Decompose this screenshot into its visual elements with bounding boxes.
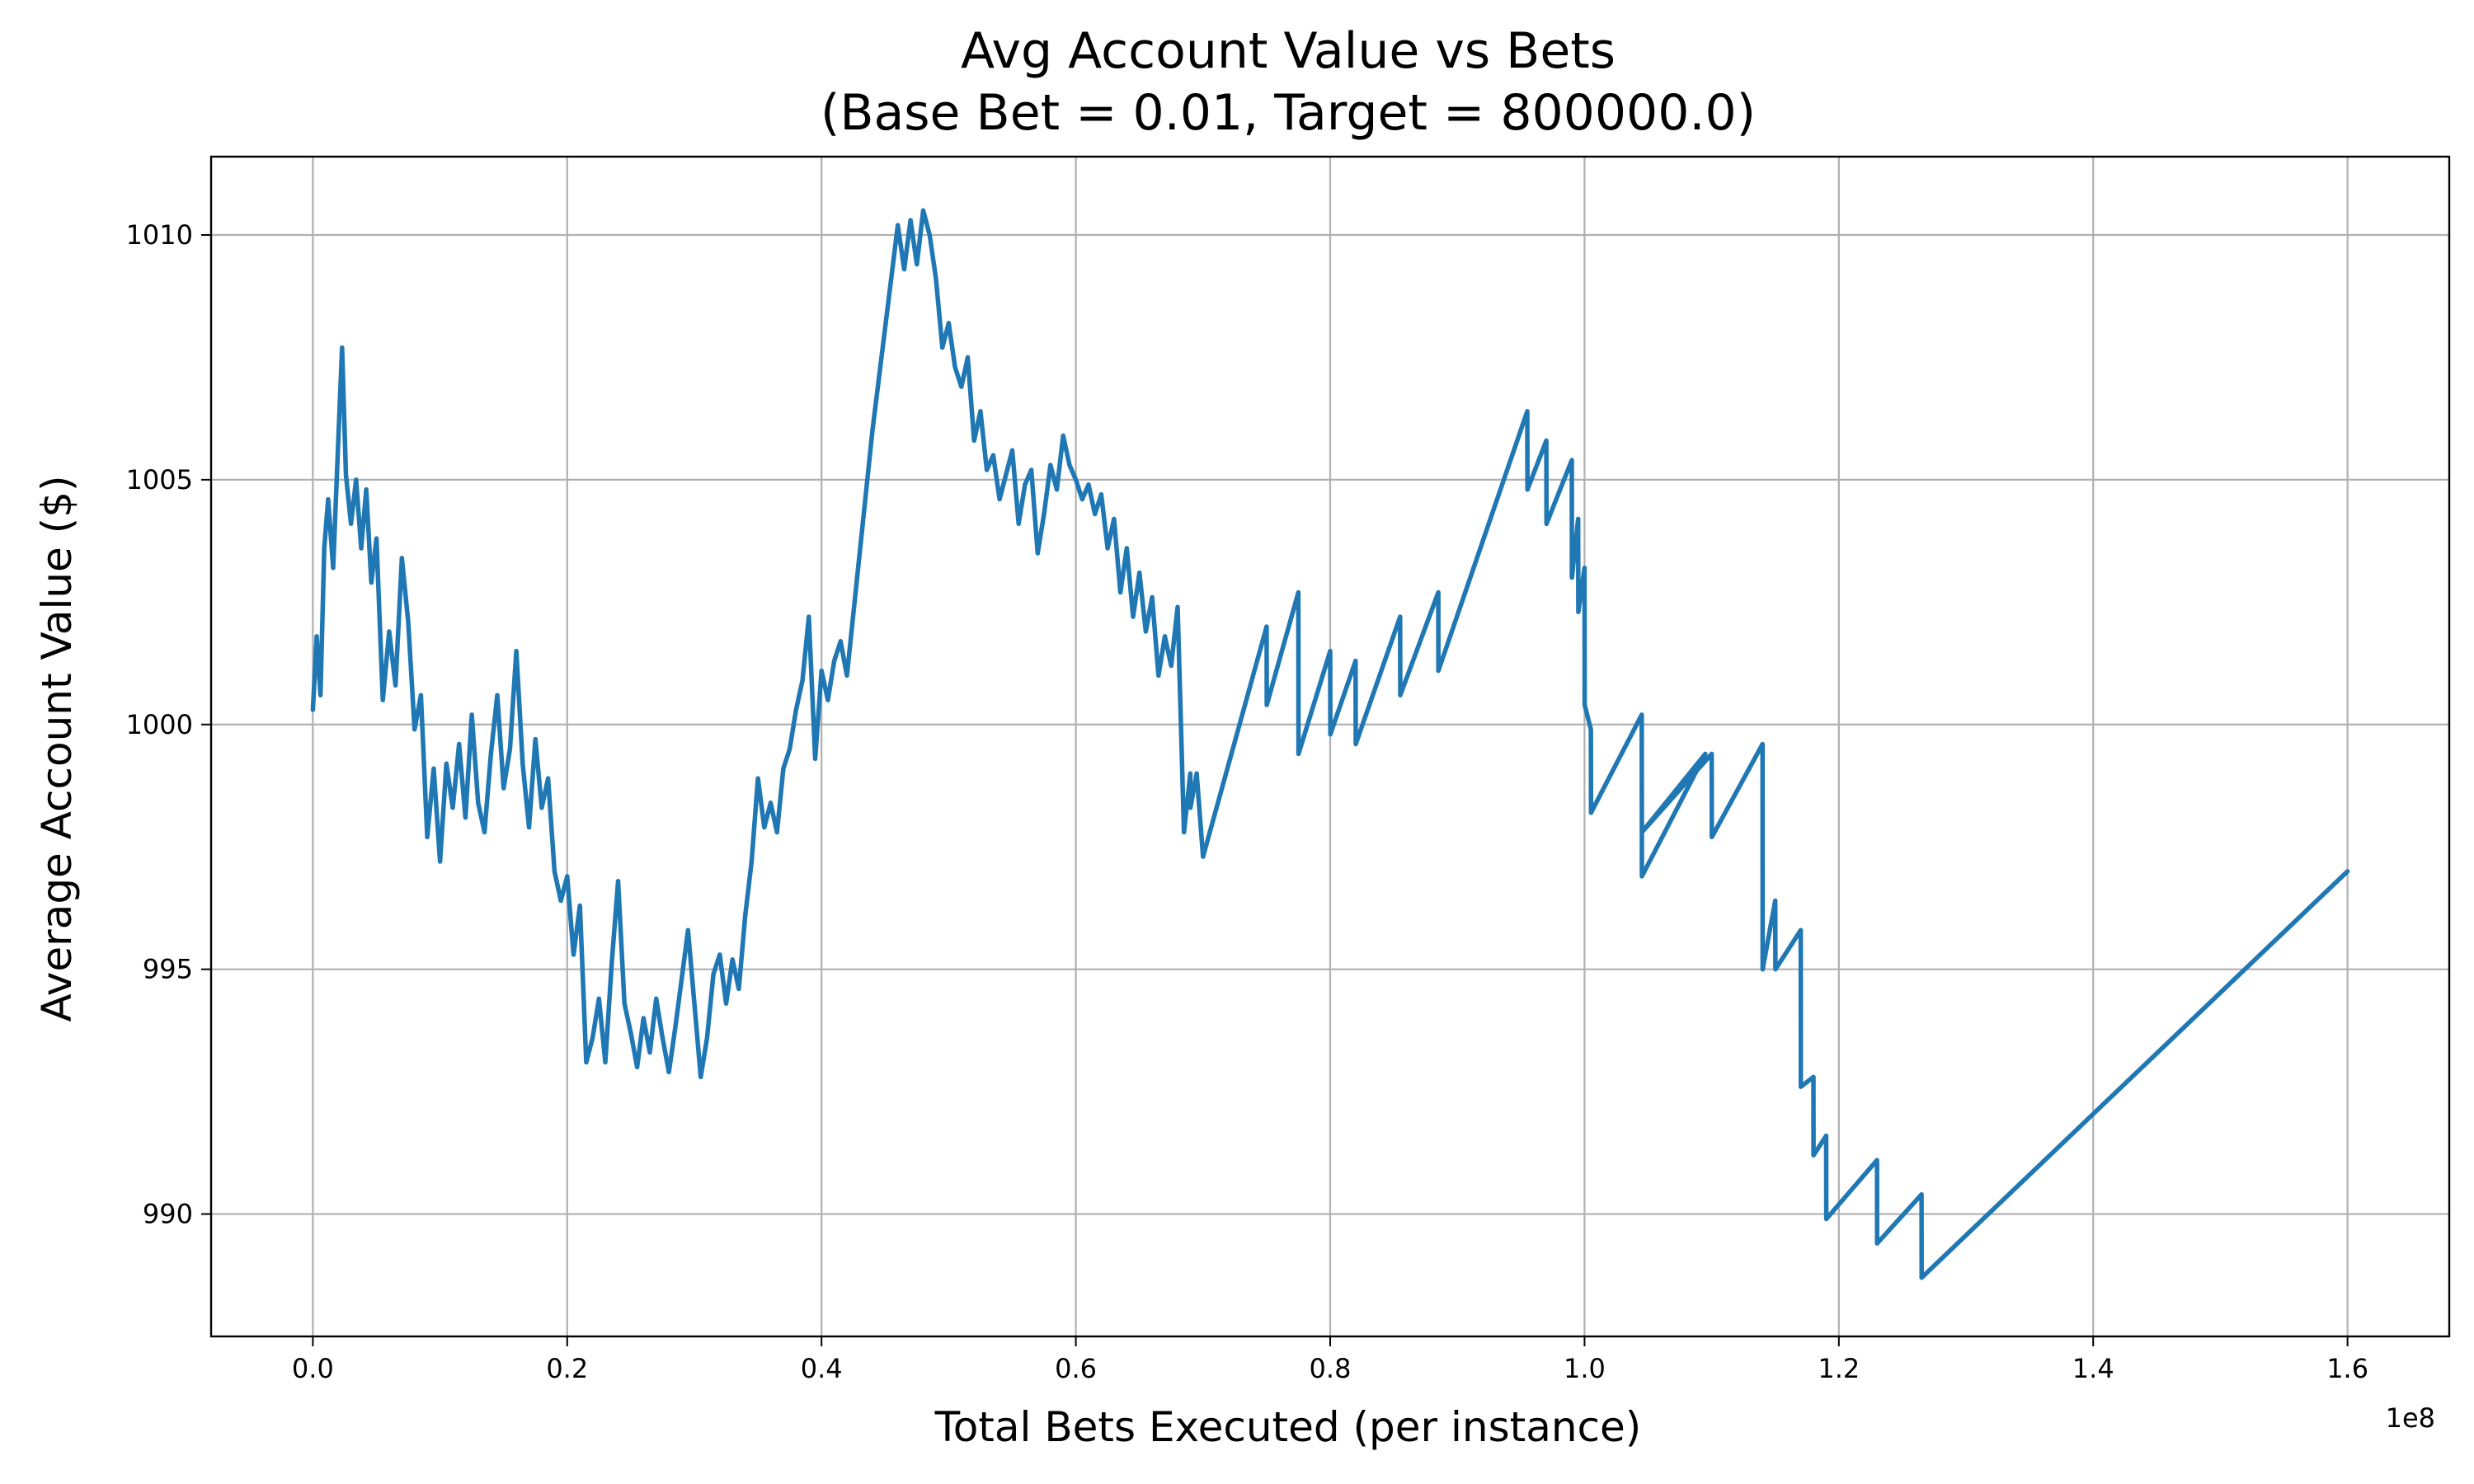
grid — [211, 157, 2449, 1336]
y-tick-label: 1010 — [126, 219, 193, 251]
x-tick-label: 1.0 — [1564, 1353, 1606, 1384]
x-tick-label: 0.8 — [1310, 1353, 1352, 1384]
chart-subtitle: (Base Bet = 0.01, Target = 800000.0) — [821, 84, 1756, 142]
plot-area-frame — [209, 155, 2451, 1338]
axis-ticks: 0.0 0.2 0.4 0.6 0.8 1.0 1.2 1.4 1.6 990 995 1000 100… — [126, 219, 2369, 1384]
x-tick-label: 1.6 — [2326, 1353, 2368, 1384]
y-tick-label: 1000 — [126, 709, 193, 740]
x-tick-label: 0.2 — [546, 1353, 588, 1384]
y-axis-label: Average Account Value ($) — [33, 475, 81, 1021]
x-tick-label: 0.4 — [801, 1353, 843, 1384]
y-tick-label: 1005 — [126, 464, 193, 495]
x-axis-offset-label: 1e8 — [2386, 1402, 2435, 1434]
chart-title: Avg Account Value vs Bets — [961, 22, 1616, 80]
series-line-0 — [310, 208, 2350, 1280]
y-tick-label: 990 — [143, 1199, 193, 1230]
x-tick-label: 0.6 — [1055, 1353, 1097, 1384]
x-tick-label: 1.4 — [2072, 1353, 2114, 1384]
plot-series — [310, 208, 2350, 1280]
x-axis-label: Total Bets Executed (per instance) — [934, 1403, 1642, 1451]
x-tick-label: 1.2 — [1818, 1353, 1860, 1384]
y-tick-label: 995 — [143, 954, 193, 985]
x-tick-label: 0.0 — [292, 1353, 334, 1384]
